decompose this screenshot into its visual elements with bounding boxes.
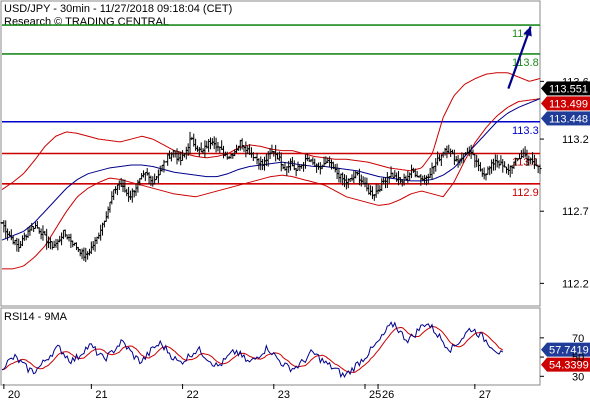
price-badge-current-price-pointer <box>541 81 547 96</box>
rsi-badge-rsi-text: 57.7419 <box>549 345 589 357</box>
forecast-arrow-line <box>507 26 532 89</box>
day-tick-label: 20 <box>8 389 20 400</box>
rsi-panel-frame <box>0 307 541 386</box>
bollinger-upper-line <box>1 72 541 191</box>
level-label-114: 114 <box>512 28 530 40</box>
price-badge-current-price-text: 113.551 <box>549 83 588 95</box>
rsi-line <box>1 321 504 379</box>
rsi-axis-tick-label: 30 <box>572 371 584 383</box>
price-badge-moving-average-box <box>547 111 590 126</box>
day-tick-label: 23 <box>278 389 290 400</box>
price-badge-moving-average-pointer <box>541 111 547 126</box>
rsi-badge-rsi-ma-pointer <box>541 357 547 372</box>
price-axis-tick-label: 112.7 <box>562 206 589 218</box>
rsi-title: RSI14 - 9MA <box>4 311 68 323</box>
rsi-badge-rsi-box <box>547 342 590 357</box>
day-tick-label: 26 <box>382 389 394 400</box>
rsi-axis-tick-label: 70 <box>572 333 584 345</box>
x-ticks-layer: 20 21 22 23 25 26 27 <box>3 384 491 400</box>
level-label-112-9: 112.9 <box>512 187 539 199</box>
chart-title: USD/JPY - 30min - 11/27/2018 09:18:04 (C… <box>4 3 232 15</box>
moving-average-line <box>1 98 541 241</box>
price-badge-bollinger-box <box>547 96 590 111</box>
candles-layer <box>0 131 542 263</box>
rsi-ma-line <box>1 325 504 374</box>
rsi-layer: 70 50 30 <box>1 321 584 383</box>
badges-layer: 113.551 113.499 113.448 57.7419 54.3399 <box>541 81 590 372</box>
forecast-arrow-head <box>523 26 532 37</box>
rsi-axis-tick-label: 50 <box>572 352 584 364</box>
arrow-layer <box>507 26 532 89</box>
day-tick-label: 27 <box>479 389 491 400</box>
price-axis-tick-label: 113.2 <box>562 134 589 146</box>
price-badge-moving-average-text: 113.448 <box>549 113 588 125</box>
rsi-badge-rsi-pointer <box>541 342 547 357</box>
day-tick-label: 25 <box>369 389 381 400</box>
day-tick-label: 21 <box>95 389 107 400</box>
rsi-badge-rsi-ma-box <box>547 357 590 372</box>
price-badge-bollinger-pointer <box>541 96 547 111</box>
bands-layer <box>1 72 541 270</box>
bollinger-lower-line <box>2 98 541 270</box>
rsi-badge-rsi-ma-text: 54.3399 <box>549 360 589 372</box>
level-label-113-3: 113.3 <box>512 125 539 137</box>
chart-subtitle: Research © TRADING CENTRAL <box>4 16 169 28</box>
price-badge-current-price-box <box>547 81 590 96</box>
price-badge-bollinger-text: 113.499 <box>549 98 588 110</box>
price-axis-tick-label: 112.2 <box>562 278 589 290</box>
day-tick-label: 22 <box>187 389 199 400</box>
